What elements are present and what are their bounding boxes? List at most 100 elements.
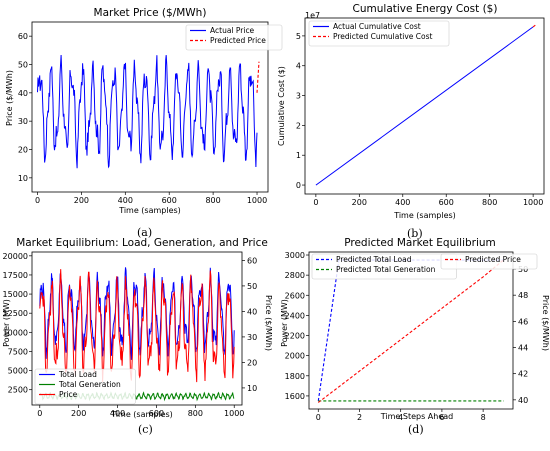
market-price-chart: Market Price ($/MWh) 0 200 400 600 800 1000 10… xyxy=(5,7,283,215)
panel-label-b: (b) xyxy=(407,227,423,240)
chart-title: Market Equilibrium: Load, Generation, an… xyxy=(16,237,268,249)
x-tick-label: 800 xyxy=(482,198,497,207)
x-tick-label: 400 xyxy=(395,198,410,207)
y-tick-label: 0 xyxy=(296,181,301,190)
y-axis-label-left: Power (MW) xyxy=(2,299,11,347)
x-axis-label: Time (samples) xyxy=(110,410,173,419)
x-tick-label: 200 xyxy=(352,198,367,207)
y-tick-label: 2600 xyxy=(285,291,305,300)
x-tick-label: 600 xyxy=(162,196,177,205)
y-right-tick-label: 40 xyxy=(518,396,528,405)
series-line-1 xyxy=(256,61,260,93)
x-tick-label: 0 xyxy=(316,413,321,422)
series-line-1 xyxy=(532,24,536,28)
market-equilibrium-chart: Market Equilibrium: Load, Generation, an… xyxy=(2,237,273,419)
chart-title: Cumulative Energy Cost ($) xyxy=(353,3,498,15)
y-axis-label-right: Price ($/MWh) xyxy=(541,295,550,351)
y-tick-label: 50 xyxy=(18,61,28,70)
y-tick-label: 1 xyxy=(296,151,301,160)
y-tick-label: 4 xyxy=(296,62,301,71)
y-right-tick-label: 30 xyxy=(247,333,257,342)
y-scale-multiplier: 1e7 xyxy=(305,11,320,20)
y-tick-label: 20000 xyxy=(3,252,28,261)
legend-entry-0: Total Load xyxy=(58,370,97,379)
chart-title: Market Price ($/MWh) xyxy=(94,7,207,19)
x-tick-label: 1000 xyxy=(224,409,244,418)
x-tick-label: 200 xyxy=(74,196,89,205)
y-right-tick-label: 46 xyxy=(518,317,528,326)
x-axis-label: Time (samples) xyxy=(393,211,456,220)
x-tick-label: 0 xyxy=(35,196,40,205)
legend-box xyxy=(185,24,283,51)
legend-entry-1: Total Generation xyxy=(58,380,121,389)
predicted-equilibrium-chart: Predicted Market Equilibrium 0 2 4 6 8160018… xyxy=(280,237,550,422)
y-tick-label: 10 xyxy=(18,174,28,183)
x-tick-label: 800 xyxy=(188,409,203,418)
y-tick-label: 2500 xyxy=(8,386,28,395)
x-tick-label: 1000 xyxy=(247,196,267,205)
x-axis-label: Time Steps Ahead xyxy=(380,412,454,421)
y-right-tick-label: 48 xyxy=(518,291,528,300)
y-tick-label: 7500 xyxy=(8,347,28,356)
y-right-tick-label: 20 xyxy=(247,358,257,367)
y-axis-label-right: Price ($/MWh) xyxy=(264,295,273,351)
x-tick-label: 400 xyxy=(118,196,133,205)
y-axis-label: Cumulative Cost ($) xyxy=(277,66,286,146)
legend-box xyxy=(308,20,450,47)
legend-entry-1: Predicted Cumulative Cost xyxy=(333,32,433,41)
plot-frame xyxy=(31,21,269,193)
y-right-tick-label: 44 xyxy=(518,344,528,353)
legend-entry-1: Predicted Total Generation xyxy=(336,265,436,274)
y-tick-label: 1600 xyxy=(285,392,305,401)
x-tick-label: 0 xyxy=(37,409,42,418)
y-axis-label-left: Power (MW) xyxy=(280,299,289,347)
x-tick-label: 600 xyxy=(149,409,164,418)
y-tick-label: 3 xyxy=(296,92,301,101)
y-tick-label: 3000 xyxy=(285,251,305,260)
x-tick-label: 200 xyxy=(71,409,86,418)
legend-entry-2: Price xyxy=(59,390,78,399)
y-right-tick-label: 60 xyxy=(247,256,257,265)
y-tick-label: 17500 xyxy=(3,271,28,280)
x-tick-label: 400 xyxy=(110,409,125,418)
y-tick-label: 15000 xyxy=(3,290,28,299)
y-tick-label: 20 xyxy=(18,146,28,155)
series-line-0 xyxy=(37,54,258,169)
legend-entry-1: Predicted Price xyxy=(210,36,266,45)
legend-entry-0: Actual Price xyxy=(210,26,255,35)
chart-title: Predicted Market Equilibrium xyxy=(344,237,496,249)
y-right-tick-label: 40 xyxy=(247,307,257,316)
series-line-0 xyxy=(317,259,504,401)
y-tick-label: 5000 xyxy=(8,367,28,376)
y-tick-label: 10000 xyxy=(3,328,28,337)
plot-frame xyxy=(31,251,243,406)
y-axis-label: Price ($/MWh) xyxy=(5,70,14,126)
legend-entry-0: Actual Cumulative Cost xyxy=(333,22,421,31)
y-tick-label: 2400 xyxy=(285,311,305,320)
legend-box xyxy=(34,368,136,405)
series-line-0 xyxy=(315,26,534,186)
y-tick-label: 5 xyxy=(296,32,301,41)
legend-entry-0: Predicted Total Load xyxy=(336,255,412,264)
legend-entry-0: Predicted Price xyxy=(465,255,521,264)
x-tick-label: 800 xyxy=(205,196,220,205)
x-tick-label: 6 xyxy=(439,413,444,422)
series-line-2 xyxy=(317,259,505,403)
y-tick-label: 40 xyxy=(18,89,28,98)
x-tick-label: 8 xyxy=(481,413,486,422)
series-line-2 xyxy=(39,269,235,383)
y-tick-label: 2 xyxy=(296,121,301,130)
x-tick-label: 1000 xyxy=(523,198,543,207)
y-right-tick-label: 50 xyxy=(518,265,528,274)
y-right-tick-label: 10 xyxy=(247,384,257,393)
x-tick-label: 600 xyxy=(439,198,454,207)
y-tick-label: 2200 xyxy=(285,332,305,341)
panel-label-a: (a) xyxy=(137,226,153,239)
plot-frame xyxy=(308,251,514,410)
plot-frame xyxy=(304,17,545,195)
x-tick-label: 4 xyxy=(398,413,403,422)
series-line-0 xyxy=(39,267,235,360)
y-tick-label: 12500 xyxy=(3,309,28,318)
y-tick-label: 60 xyxy=(18,32,28,41)
y-tick-label: 2800 xyxy=(285,271,305,280)
